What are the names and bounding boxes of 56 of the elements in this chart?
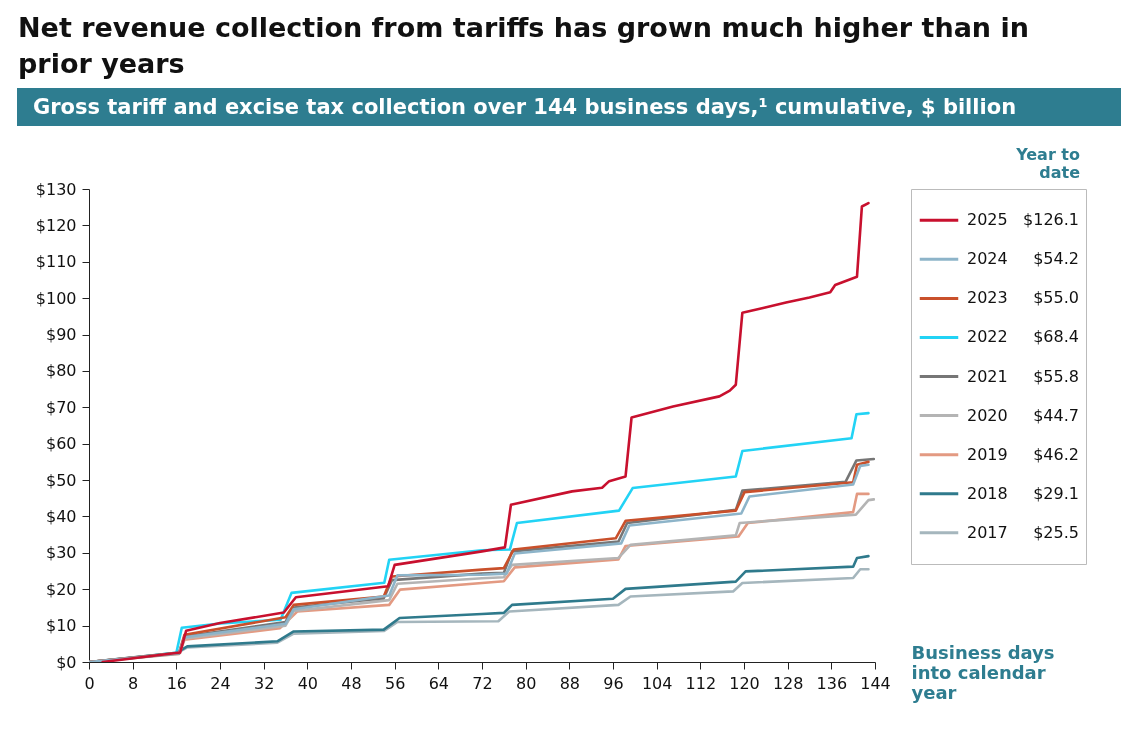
y-tick-label: $20: [45, 579, 77, 599]
legend-label: 2025: [967, 210, 1008, 230]
text: $25.5: [1033, 522, 1079, 542]
x-tick-label: 128: [772, 673, 804, 693]
text: $55.8: [1033, 366, 1079, 386]
y-tick-label: $70: [45, 397, 77, 417]
y-tick-label: $40: [45, 506, 77, 526]
x-tick-label: 0: [84, 673, 95, 693]
y-tick-label: $30: [45, 543, 77, 563]
legend-label: 2022: [967, 327, 1008, 347]
text: $68.4: [1033, 327, 1079, 347]
line-series: [101, 201, 870, 662]
x-tick-label: 48: [341, 673, 362, 693]
x-tick-label: 24: [210, 673, 231, 693]
y-tick-label: $100: [35, 288, 77, 308]
x-tick-label: 64: [428, 673, 450, 693]
x-tick-label: 8: [128, 673, 139, 693]
x-tick-label: 136: [816, 673, 848, 693]
legend-label: 2020: [967, 405, 1008, 425]
text: $126.1: [1023, 210, 1079, 230]
x-tick-label: 80: [515, 673, 537, 693]
text: $55.0: [1033, 288, 1079, 308]
legend-label: 2021: [967, 366, 1008, 386]
x-tick-label: 96: [603, 673, 624, 693]
legend-label: 2023: [967, 288, 1008, 308]
legend-title: Year to date: [1015, 145, 1081, 182]
x-tick-label: 32: [253, 673, 275, 693]
y-tick-label: $120: [35, 215, 77, 235]
y-tick-label: $10: [45, 616, 77, 636]
x-tick-label: 104: [641, 673, 673, 693]
x-axis-title: Business days into calendar year: [911, 641, 1055, 703]
x-tick-label: 56: [384, 673, 406, 693]
text: $46.2: [1033, 444, 1079, 464]
legend-label: 2019: [967, 444, 1008, 464]
y-tick-label: $50: [45, 470, 77, 490]
x-tick-label: 40: [297, 673, 319, 693]
x-tick-label: 112: [685, 673, 717, 693]
legend-label: 2017: [967, 522, 1008, 542]
chart-subtitle: Gross tariff and excise tax collection over 144 business days,¹ cumulative, $ billion: [17, 88, 1121, 126]
y-tick-label: $130: [35, 179, 77, 199]
x-tick-label: 88: [559, 673, 581, 693]
x-tick-label: 72: [472, 673, 493, 693]
text: $54.2: [1033, 249, 1079, 269]
y-tick-label: $80: [45, 361, 77, 381]
y-tick-label: $110: [35, 252, 77, 272]
legend-label: 2024: [967, 249, 1008, 269]
x-tick-label: 16: [166, 673, 188, 693]
legend-label: 2018: [967, 483, 1008, 503]
text: $44.7: [1033, 405, 1079, 425]
y-tick-label: $60: [45, 434, 77, 454]
x-tick-label: 120: [729, 673, 760, 693]
chart-title: Net revenue collection from tariffs has grown much higher than in prior years: [18, 11, 1030, 81]
y-tick-label: $90: [45, 325, 77, 345]
text: $29.1: [1033, 483, 1079, 503]
x-tick-label: 144: [860, 673, 891, 693]
y-tick-label: $0: [56, 652, 77, 672]
